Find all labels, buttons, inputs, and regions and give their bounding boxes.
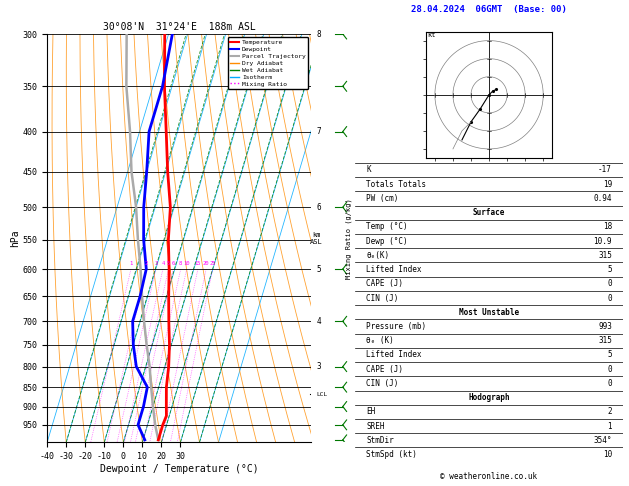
Text: 5: 5 [167, 261, 170, 266]
Text: 354°: 354° [594, 436, 612, 445]
Text: θₑ(K): θₑ(K) [366, 251, 389, 260]
Text: CIN (J): CIN (J) [366, 294, 398, 302]
Title: 30°08'N  31°24'E  188m ASL: 30°08'N 31°24'E 188m ASL [103, 22, 255, 32]
Text: 5: 5 [608, 350, 612, 360]
Text: 6: 6 [316, 203, 321, 212]
Text: km
ASL: km ASL [310, 232, 323, 244]
Text: 0: 0 [608, 279, 612, 288]
Text: 10.9: 10.9 [594, 237, 612, 245]
Text: Surface: Surface [473, 208, 505, 217]
Text: CAPE (J): CAPE (J) [366, 279, 403, 288]
Text: PW (cm): PW (cm) [366, 194, 398, 203]
Legend: Temperature, Dewpoint, Parcel Trajectory, Dry Adiabat, Wet Adiabat, Isotherm, Mi: Temperature, Dewpoint, Parcel Trajectory… [228, 37, 308, 89]
Text: 25: 25 [209, 261, 216, 266]
Text: Temp (°C): Temp (°C) [366, 223, 408, 231]
Text: 1: 1 [130, 261, 133, 266]
Text: EH: EH [366, 407, 376, 417]
Text: Lifted Index: Lifted Index [366, 350, 421, 360]
Text: 15: 15 [194, 261, 201, 266]
Text: Dewp (°C): Dewp (°C) [366, 237, 408, 245]
Text: 0: 0 [608, 294, 612, 302]
Text: 4: 4 [316, 317, 321, 326]
Text: K: K [366, 165, 370, 174]
Text: 2: 2 [145, 261, 148, 266]
Text: 0.94: 0.94 [594, 194, 612, 203]
Text: -17: -17 [598, 165, 612, 174]
Text: 5: 5 [316, 264, 321, 274]
Text: Most Unstable: Most Unstable [459, 308, 519, 317]
Text: 6: 6 [172, 261, 175, 266]
Text: Lifted Index: Lifted Index [366, 265, 421, 274]
Text: 8: 8 [179, 261, 182, 266]
Text: 4: 4 [161, 261, 165, 266]
Text: 993: 993 [598, 322, 612, 331]
X-axis label: Dewpoint / Temperature (°C): Dewpoint / Temperature (°C) [100, 464, 259, 474]
Text: CAPE (J): CAPE (J) [366, 364, 403, 374]
Text: 7: 7 [316, 127, 321, 136]
Text: 0: 0 [608, 379, 612, 388]
Text: 3: 3 [316, 362, 321, 371]
Text: 10: 10 [184, 261, 190, 266]
Text: Mixing Ratio (g/kg): Mixing Ratio (g/kg) [346, 198, 352, 278]
Text: 3: 3 [154, 261, 157, 266]
Text: 0: 0 [608, 364, 612, 374]
Text: LCL: LCL [316, 392, 328, 397]
Text: 5: 5 [608, 265, 612, 274]
Text: θₑ (K): θₑ (K) [366, 336, 394, 345]
Text: 28.04.2024  06GMT  (Base: 00): 28.04.2024 06GMT (Base: 00) [411, 5, 567, 14]
Text: 8: 8 [316, 30, 321, 38]
Text: StmSpd (kt): StmSpd (kt) [366, 450, 417, 459]
Text: 20: 20 [203, 261, 209, 266]
Text: 10: 10 [603, 450, 612, 459]
Text: 19: 19 [603, 180, 612, 189]
Text: 315: 315 [598, 251, 612, 260]
Text: StmDir: StmDir [366, 436, 394, 445]
Text: 1: 1 [608, 422, 612, 431]
Text: CIN (J): CIN (J) [366, 379, 398, 388]
Text: Totals Totals: Totals Totals [366, 180, 426, 189]
Text: 18: 18 [603, 223, 612, 231]
Text: Pressure (mb): Pressure (mb) [366, 322, 426, 331]
Text: 315: 315 [598, 336, 612, 345]
Text: SREH: SREH [366, 422, 384, 431]
Text: kt: kt [428, 32, 436, 38]
Text: © weatheronline.co.uk: © weatheronline.co.uk [440, 472, 538, 481]
Text: 2: 2 [608, 407, 612, 417]
Y-axis label: hPa: hPa [9, 229, 19, 247]
Text: Hodograph: Hodograph [468, 393, 510, 402]
